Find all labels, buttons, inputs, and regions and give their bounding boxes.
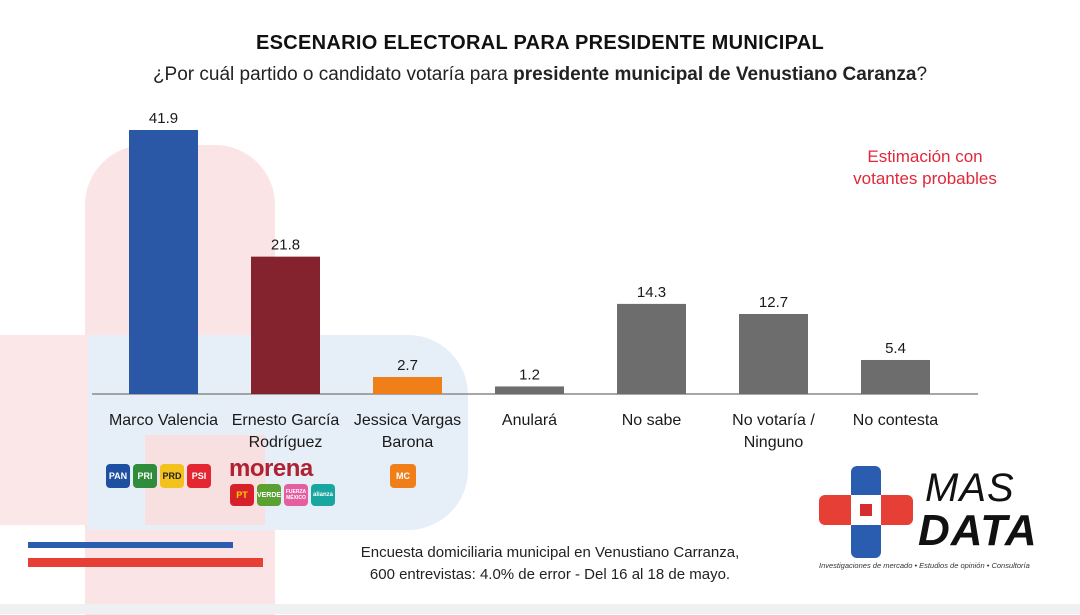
category-label-2-1: Barona [382,434,434,451]
data-label-3: 1.2 [519,366,540,383]
brand-data: DATA [918,506,1038,555]
brand-cross-dot [860,504,872,516]
psi-logo: PSI [187,464,211,488]
bottom-strip [0,604,1080,614]
pan-logo: PAN [106,464,130,488]
subtitle-prefix: ¿Por cuál partido o candidato votaría pa… [152,64,514,85]
data-label-6: 5.4 [885,340,906,357]
morena-logo: morena [229,455,313,482]
mc-logo: MC [390,464,416,488]
chart-title: ESCENARIO ELECTORAL PARA PRESIDENTE MUNI… [256,32,824,54]
prd-logo: PRD [160,464,184,488]
estimation-note: Estimación con votantes probables [830,146,1020,190]
bar-4 [617,303,686,394]
brand-mas: MAS [925,466,1015,510]
category-label-2-0: Jessica Vargas [354,412,461,429]
category-label-5-0: No votaría / [732,412,815,429]
bar-5 [739,313,808,394]
verde-logo: VERDE [257,484,281,506]
decor-stripe-red [28,558,263,567]
estimation-line-2: votantes probables [853,169,997,188]
data-label-1: 21.8 [271,237,300,254]
category-label-0-0: Marco Valencia [109,412,218,429]
category-label-1-0: Ernesto García [232,412,340,429]
decor-stripe-blue [28,542,233,548]
fuerza-mexico-logo: FUERZA MÉXICO [284,484,308,506]
pri-logo: PRI [133,464,157,488]
estimation-line-1: Estimación con [867,147,983,166]
masdata-logo: MAS DATA Investigaciones de mercado • Es… [815,462,1055,572]
subtitle-suffix: ? [916,64,928,85]
data-label-0: 41.9 [149,110,178,127]
bar-3 [495,386,564,394]
category-label-4-0: No sabe [622,412,682,429]
bar-0 [129,130,198,394]
alianza-logo: alianza [311,484,335,506]
data-label-2: 2.7 [397,357,418,374]
footnote-line-2: 600 entrevistas: 4.0% de error - Del 16 … [369,566,731,583]
category-label-6-0: No contesta [853,412,938,429]
brand-tagline: Investigaciones de mercado • Estudios de… [819,561,1030,570]
chart-subtitle: ¿Por cuál partido o candidato votaría pa… [0,64,1080,86]
footnote-line-1: Encuesta domiciliaria municipal en Venus… [360,544,740,561]
data-label-5: 12.7 [759,294,788,311]
category-label-1-1: Rodríguez [249,434,323,451]
survey-footnote: Encuesta domiciliaria municipal en Venus… [290,542,810,586]
bar-2 [373,376,442,394]
category-label-5-1: Ninguno [744,434,804,451]
category-label-3-0: Anulará [502,412,557,429]
bar-6 [861,359,930,394]
data-label-4: 14.3 [637,284,666,301]
bar-1 [251,256,320,394]
subtitle-bold: presidente municipal de Venustiano Caran… [513,64,917,85]
pt-logo: PT [230,484,254,506]
